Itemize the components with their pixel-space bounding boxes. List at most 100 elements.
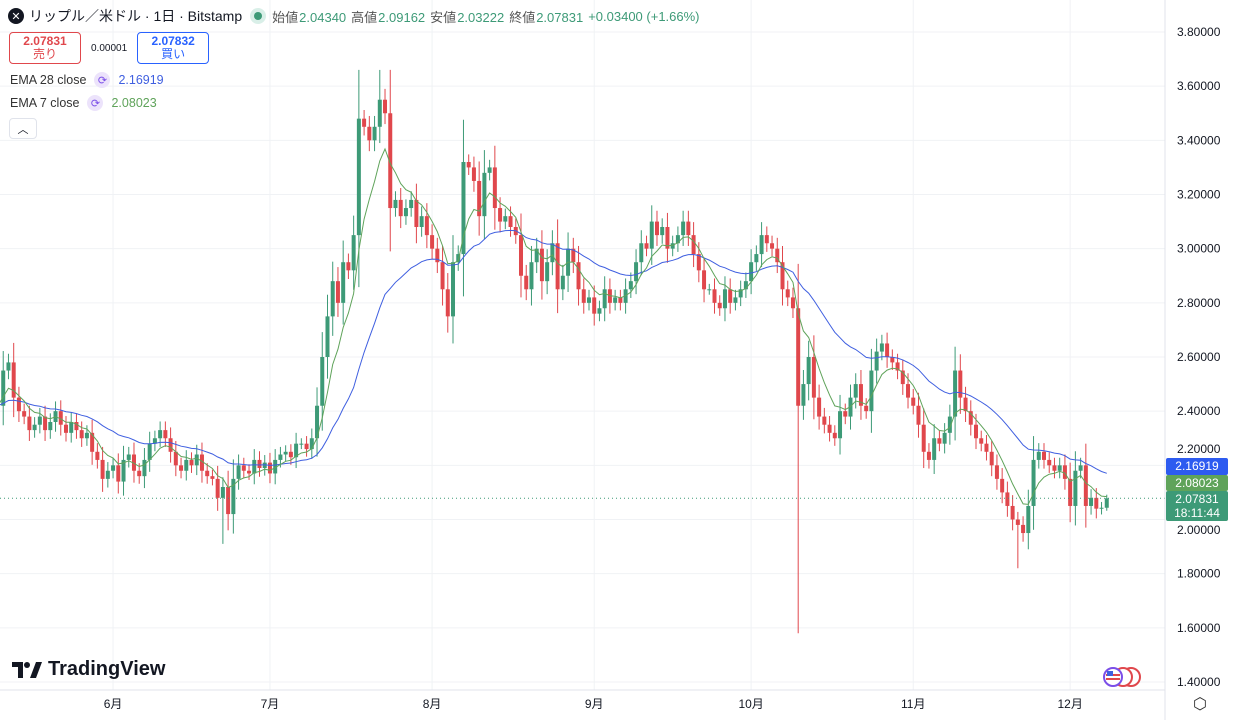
candle [1031, 436, 1036, 530]
candle-body [1099, 507, 1104, 509]
candle [1083, 443, 1088, 528]
candle [503, 208, 508, 230]
candle [194, 444, 199, 476]
collapse-legend-button[interactable]: ︿ [9, 118, 37, 139]
candle [1042, 443, 1046, 469]
candle-body [550, 243, 555, 263]
candle [586, 289, 591, 311]
candle-body [147, 443, 152, 460]
candle-body [994, 465, 999, 479]
candle [958, 354, 963, 414]
candle [1026, 489, 1031, 550]
candle [210, 469, 215, 486]
candle-body [121, 459, 126, 482]
candle [320, 332, 325, 431]
candle [173, 440, 178, 477]
settings-gear-icon[interactable]: ⬡ [1193, 696, 1207, 713]
refresh-icon[interactable]: ⟳ [87, 95, 104, 111]
candle [231, 459, 236, 534]
candle-body [184, 459, 189, 471]
candle-body [503, 216, 508, 222]
candle-body [16, 397, 21, 412]
candle-body [926, 451, 931, 460]
x-tick-label: 9月 [585, 697, 604, 711]
candle [142, 448, 147, 489]
candle-body [356, 118, 361, 236]
candle-body [116, 465, 121, 482]
indicator-ema7[interactable]: EMA 7 close ⟳ 2.08023 [10, 95, 157, 111]
candle [189, 452, 194, 473]
candle [1089, 489, 1094, 515]
y-tick-label: 3.80000 [1177, 25, 1221, 39]
candle-body [770, 243, 775, 249]
candle-body [330, 281, 335, 317]
candle [247, 464, 252, 480]
candle-body [822, 416, 827, 425]
candle [27, 405, 32, 441]
candle-body [247, 470, 252, 474]
candle-body [492, 167, 497, 209]
candle [163, 421, 168, 447]
candle-body [1078, 465, 1083, 471]
candle-body [958, 370, 963, 398]
indicator-ema28[interactable]: EMA 28 close ⟳ 2.16919 [10, 72, 164, 88]
candle-body [686, 221, 691, 236]
candle [58, 400, 63, 436]
us-flag-icon[interactable] [1101, 667, 1141, 687]
ohlc-low: 安値2.03222 [430, 9, 505, 25]
candle [445, 273, 450, 333]
candle [984, 435, 989, 461]
candle-body [665, 227, 670, 249]
candle [335, 267, 340, 317]
candle [555, 219, 560, 314]
candle-body [853, 384, 858, 398]
candle-body [806, 357, 811, 385]
candle-body [236, 465, 241, 479]
candle-body [602, 289, 607, 309]
candle-body [341, 262, 346, 303]
candle [383, 88, 388, 125]
tradingview-logo[interactable]: TradingView [12, 658, 165, 681]
candle [1000, 468, 1005, 504]
candle [299, 438, 304, 450]
candle [43, 405, 48, 441]
candle [921, 408, 926, 469]
y-tick-label: 3.00000 [1177, 242, 1221, 256]
candle-body [383, 99, 388, 114]
buy-button[interactable]: 2.07832 買い [137, 32, 210, 64]
candle [681, 210, 686, 246]
candle-body [194, 454, 199, 466]
candle-body [451, 262, 456, 317]
candle [414, 183, 419, 244]
candle-body [1000, 478, 1005, 493]
candle-body [696, 254, 701, 271]
candle [152, 430, 157, 452]
candle-body [681, 221, 686, 236]
candle [749, 249, 754, 295]
symbol-title[interactable]: リップル／米ドル · 1日 · Bitstamp [29, 8, 243, 24]
candle-body [968, 411, 973, 425]
candle-body [498, 208, 503, 222]
sell-button[interactable]: 2.07831 売り [9, 32, 81, 64]
candle [801, 370, 806, 420]
refresh-icon[interactable]: ⟳ [94, 72, 111, 88]
candle [1021, 516, 1026, 542]
y-tick-label: 1.80000 [1177, 567, 1221, 581]
ohlc-open: 始値2.04340 [272, 9, 347, 25]
candle [273, 449, 278, 485]
candle-body [707, 289, 712, 291]
candle-body [163, 430, 168, 439]
candle-body [780, 262, 785, 290]
candle [1, 351, 6, 426]
candle-body [1042, 451, 1046, 460]
candle-body [320, 357, 325, 406]
candle-body [252, 459, 257, 474]
candle [1068, 462, 1073, 523]
candle [796, 263, 801, 634]
candle [879, 334, 884, 361]
candle [362, 110, 367, 136]
candle-body [471, 167, 476, 181]
candle-body [838, 411, 843, 439]
candle-body [309, 438, 314, 450]
